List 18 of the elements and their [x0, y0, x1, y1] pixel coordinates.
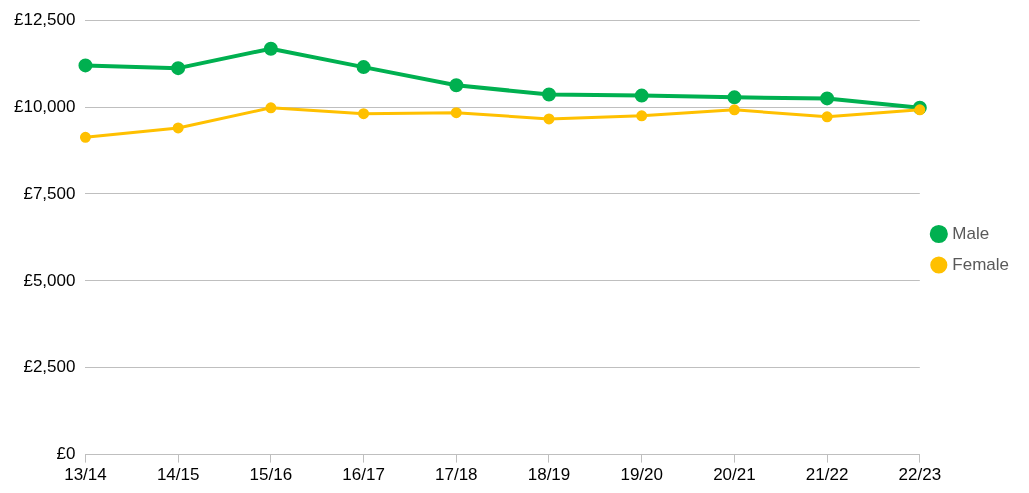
x-tick-label: 17/18 [435, 465, 478, 485]
x-tick-label: 19/20 [620, 465, 663, 485]
legend-label: Female [952, 254, 1009, 274]
x-tick-label: 13/14 [64, 465, 107, 485]
y-tick-label: £5,000 [23, 270, 76, 290]
y-tick-label: £10,000 [14, 96, 76, 116]
x-tick-label: 15/16 [249, 465, 293, 485]
x-tick-label: 22/23 [898, 465, 942, 485]
legend-label: Male [952, 223, 990, 243]
y-tick-label: £12,500 [14, 9, 76, 29]
x-tick-label: 18/19 [527, 465, 571, 485]
y-tick-label: £2,500 [23, 357, 76, 377]
x-tick-label: 14/15 [156, 465, 200, 485]
y-tick-label: £7,500 [23, 183, 76, 203]
x-tick-label: 20/21 [713, 465, 756, 485]
y-tick-label: £0 [56, 444, 76, 464]
x-tick-label: 16/17 [342, 465, 385, 485]
x-tick-label: 21/22 [805, 465, 849, 485]
